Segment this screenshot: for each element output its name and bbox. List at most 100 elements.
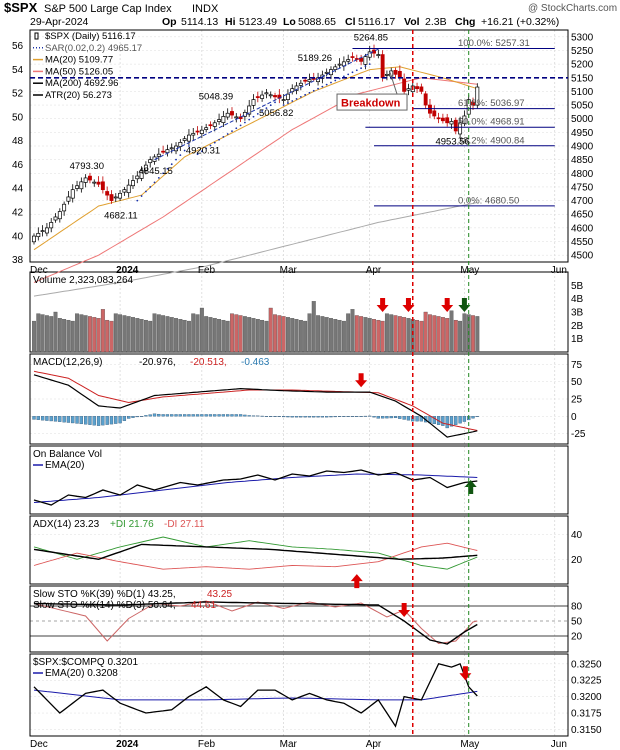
volume-bar <box>354 315 359 353</box>
candle-body <box>49 222 54 229</box>
volume-bar <box>285 317 290 353</box>
sar-dot <box>312 89 315 92</box>
panel-frame-5 <box>29 585 569 653</box>
sar-dot <box>153 181 156 184</box>
volume-bar <box>393 315 398 353</box>
month-label: Feb <box>198 739 216 750</box>
price-annotation: 4682.11 <box>104 210 138 221</box>
volume-bar <box>436 316 441 353</box>
month-label: Mar <box>280 265 298 276</box>
volume-bar <box>307 313 312 353</box>
macd-histogram-bar <box>385 416 389 419</box>
candle-body <box>251 99 256 106</box>
macd-histogram-bar <box>62 416 66 423</box>
volume-bar <box>415 319 420 353</box>
sar-dot <box>179 154 182 156</box>
volume-bar <box>118 314 123 353</box>
macd-histogram-bar <box>144 415 148 417</box>
macd-histogram-bar <box>105 416 109 425</box>
stoch-title-1-value: 43.25 <box>207 589 232 600</box>
volume-bar <box>277 315 282 353</box>
macd-histogram-bar <box>148 414 152 417</box>
price-legend-entry: MA(50) 5126.05 <box>45 66 113 77</box>
macd-histogram-bar <box>135 416 139 418</box>
sar-dot <box>338 77 341 80</box>
macd-histogram-bar <box>88 416 92 425</box>
price-tick-left: 48 <box>12 136 24 147</box>
volume-bar <box>475 316 480 353</box>
macd-histogram-bar <box>454 416 458 425</box>
high-value: 5123.49 <box>239 16 277 28</box>
macd-histogram-bar <box>182 414 187 417</box>
stoch-title-2-value: 44.61 <box>191 600 216 611</box>
sar-dot <box>140 195 143 197</box>
volume-tick: 1B <box>571 334 584 345</box>
candle-body <box>406 88 411 91</box>
price-tick-left: 42 <box>12 208 24 219</box>
volume-bar <box>57 318 62 353</box>
ratio-title: $SPX:$COMPQ 0.3201 <box>33 657 138 668</box>
macd-histogram-bar <box>449 416 454 427</box>
macd-histogram-bar <box>264 416 269 417</box>
sar-dot <box>308 91 311 94</box>
ratio-line <box>33 662 478 728</box>
macd-histogram-bar <box>247 415 251 417</box>
candle-body <box>161 150 166 153</box>
candle-body <box>148 159 153 164</box>
ratio-tick: 0.3150 <box>571 725 602 736</box>
candle-body <box>445 117 450 124</box>
candle-body <box>204 127 209 130</box>
volume-bar <box>75 313 79 353</box>
candle-body <box>135 175 140 180</box>
sar-dot <box>248 118 251 121</box>
macd-histogram-bar <box>471 416 475 419</box>
volume-bar <box>238 315 243 353</box>
volume-bar <box>131 317 135 353</box>
macd-histogram-bar <box>333 416 337 418</box>
macd-histogram-bar <box>316 416 320 418</box>
ratio-tick: 0.3250 <box>571 659 602 670</box>
macd-histogram-bar <box>329 416 333 418</box>
candle-body <box>100 181 105 191</box>
macd-histogram-bar <box>342 416 346 417</box>
macd-histogram-bar <box>337 416 342 417</box>
sar-dot <box>299 95 302 98</box>
candle-body <box>475 86 480 106</box>
fib-level-label: 100.0%: 5257.31 <box>458 38 530 49</box>
macd-histogram-bar <box>273 416 277 417</box>
candle-body <box>415 86 420 90</box>
candle-body <box>96 181 101 185</box>
macd-tick: 75 <box>571 360 583 371</box>
stoch-title-2: Slow STO %K(14) %D(3) 50.64, <box>33 600 176 611</box>
macd-histogram-bar <box>277 416 281 417</box>
volume-bar <box>363 317 368 353</box>
macd-histogram-bar <box>325 416 329 418</box>
sar-dot <box>334 79 337 82</box>
price-legend-entry: MA(200) 4692.96 <box>45 78 118 89</box>
macd-histogram-bar <box>187 414 191 417</box>
volume-bar <box>152 313 157 353</box>
volume-bar <box>143 319 148 353</box>
volume-tick: 5B <box>571 281 584 292</box>
sar-dot <box>269 104 272 107</box>
price-tick-right: 5050 <box>571 101 594 112</box>
volume-bar <box>290 318 295 353</box>
sar-dot <box>330 81 332 84</box>
candle-body <box>380 54 385 79</box>
volume-bar <box>204 316 209 353</box>
volume-bar <box>247 317 252 353</box>
volume-bar <box>303 320 308 353</box>
macd-histogram-bar <box>243 414 247 417</box>
macd-histogram-bar <box>398 416 402 419</box>
candle-body <box>367 51 372 58</box>
volume-bar <box>105 319 110 353</box>
volume-bar <box>182 319 187 353</box>
macd-histogram-bar <box>368 415 372 417</box>
chart-name: S&P 500 Large Cap Index <box>44 3 172 15</box>
candle-body <box>182 138 187 141</box>
sar-dot <box>222 136 225 138</box>
macd-histogram-bar <box>441 416 445 426</box>
price-legend-entry: MA(20) 5109.77 <box>45 55 113 66</box>
candle-body <box>397 71 402 79</box>
